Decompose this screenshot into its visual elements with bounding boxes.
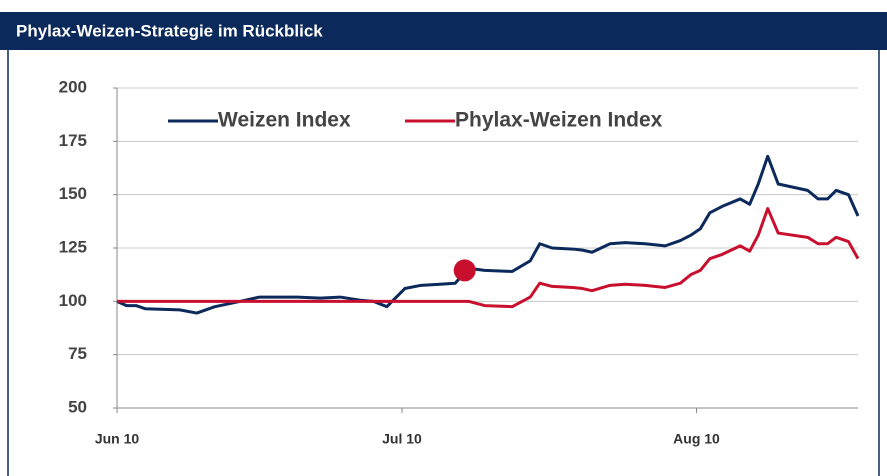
y-tick-label: 200 [59, 77, 87, 96]
x-tick-label: Jun 10 [95, 431, 140, 447]
event-marker [453, 259, 476, 282]
header-bar [0, 12, 887, 50]
legend-label: Weizen Index [218, 109, 351, 132]
y-tick-label: 75 [68, 344, 87, 363]
x-tick-label: Aug 10 [673, 431, 720, 447]
y-tick-label: 50 [68, 397, 87, 416]
legend-label: Phylax-Weizen Index [455, 109, 663, 132]
x-tick-label: Jul 10 [382, 431, 422, 447]
y-tick-label: 150 [59, 184, 87, 203]
y-tick-label: 175 [59, 131, 87, 150]
y-tick-label: 125 [59, 237, 87, 256]
chart-title: Phylax-Weizen-Strategie im Rückblick [16, 21, 323, 40]
series-line [116, 154, 860, 315]
y-tick-label: 100 [59, 291, 87, 310]
series-line [117, 207, 860, 309]
